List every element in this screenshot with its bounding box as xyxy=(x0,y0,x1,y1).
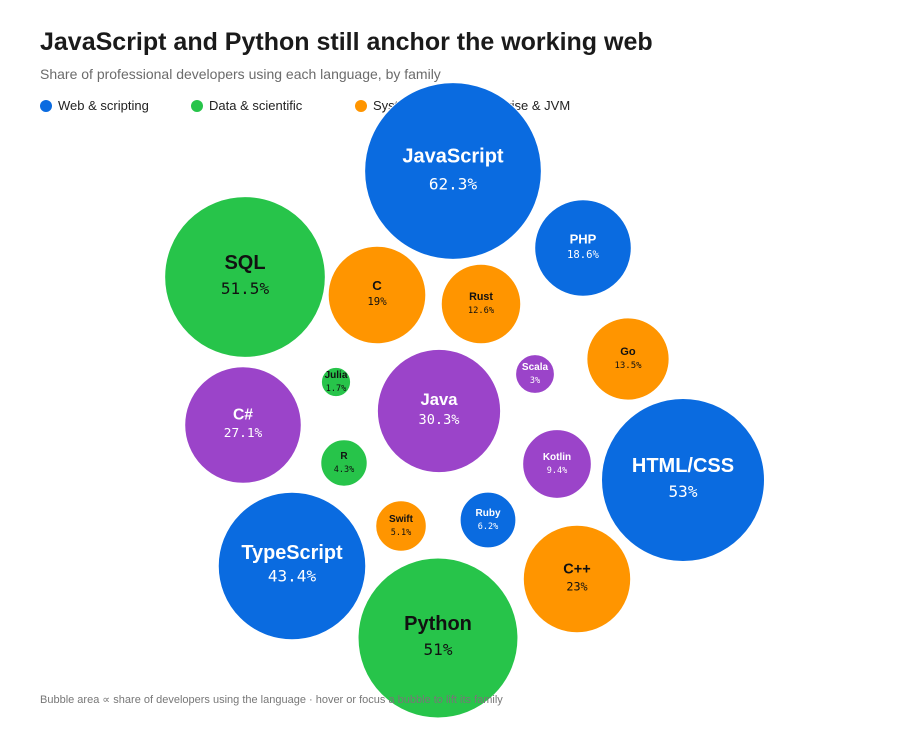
bubble-label: JavaScript xyxy=(402,145,504,167)
bubble-label: Ruby xyxy=(476,508,501,519)
bubble-value: 18.6% xyxy=(567,249,600,261)
bubble-value: 27.1% xyxy=(224,426,263,441)
legend-label: Data & scientific xyxy=(209,98,303,113)
bubble-circle[interactable] xyxy=(320,366,352,398)
bubble-circle[interactable] xyxy=(522,429,592,499)
bubble-value: 23% xyxy=(566,579,587,593)
bubble-circle[interactable] xyxy=(375,500,427,552)
bubble-circle[interactable] xyxy=(327,245,427,345)
bubble-circle[interactable] xyxy=(364,82,542,260)
bubble-value: 5.1% xyxy=(391,528,411,538)
bubble-value: 4.3% xyxy=(334,465,354,475)
bubble-circle[interactable] xyxy=(586,317,670,401)
bubble-value: 12.6% xyxy=(468,306,495,316)
bubble-csharp[interactable]: C# 27.1% xyxy=(184,366,302,484)
bubble-circle[interactable] xyxy=(601,398,765,562)
bubble-label: C# xyxy=(233,406,253,423)
bubble-label: R xyxy=(340,451,348,462)
bubble-circle[interactable] xyxy=(217,491,367,641)
bubble-label: PHP xyxy=(570,231,597,246)
bubble-label: Java xyxy=(421,390,459,409)
bubble-rust[interactable]: Rust 12.6% xyxy=(440,263,522,345)
bubble-ruby[interactable]: Ruby 6.2% xyxy=(459,491,517,549)
bubble-label: Rust xyxy=(469,291,493,303)
bubble-label: HTML/CSS xyxy=(632,455,734,477)
bubble-value: 3% xyxy=(530,376,540,386)
bubble-circle[interactable] xyxy=(522,524,632,634)
bubble-circle[interactable] xyxy=(184,366,302,484)
bubble-value: 6.2% xyxy=(478,522,498,532)
bubble-label: Python xyxy=(404,613,472,635)
bubble-sql[interactable]: SQL 51.5% xyxy=(164,196,326,358)
bubble-value: 9.4% xyxy=(547,466,567,476)
bubble-label: Scala xyxy=(522,362,549,373)
bubble-value: 13.5% xyxy=(614,361,642,371)
bubble-typescript[interactable]: TypeScript 43.4% xyxy=(217,491,367,641)
bubble-value: 51% xyxy=(424,640,453,659)
legend-swatch xyxy=(40,99,52,112)
bubble-value: 30.3% xyxy=(419,412,460,428)
bubble-circle[interactable] xyxy=(320,439,368,487)
bubble-go[interactable]: Go 13.5% xyxy=(586,317,670,401)
chart-footnote: Bubble area ∝ share of developers using … xyxy=(40,694,503,706)
bubble-value: 62.3% xyxy=(429,175,478,194)
legend-swatch xyxy=(355,99,367,112)
bubble-swift[interactable]: Swift 5.1% xyxy=(375,500,427,552)
bubble-label: TypeScript xyxy=(241,542,343,564)
bubble-kotlin[interactable]: Kotlin 9.4% xyxy=(522,429,592,499)
bubble-circle[interactable] xyxy=(534,199,632,297)
bubble-value: 43.4% xyxy=(268,566,317,585)
bubble-javascript[interactable]: JavaScript 62.3% xyxy=(364,82,542,260)
bubble-label: Go xyxy=(620,346,636,358)
bubble-r[interactable]: R 4.3% xyxy=(320,439,368,487)
bubble-html-css[interactable]: HTML/CSS 53% xyxy=(601,398,765,562)
bubble-value: 51.5% xyxy=(221,279,270,298)
bubble-php[interactable]: PHP 18.6% xyxy=(534,199,632,297)
bubble-scala[interactable]: Scala 3% xyxy=(515,354,555,394)
bubble-label: Julia xyxy=(325,370,348,381)
bubble-circle[interactable] xyxy=(459,491,517,549)
bubble-label: Swift xyxy=(389,514,414,525)
bubble-value: 19% xyxy=(367,295,387,308)
bubble-label: SQL xyxy=(224,252,265,274)
bubble-julia[interactable]: Julia 1.7% xyxy=(320,366,352,398)
bubble-cplusplus[interactable]: C++23% xyxy=(522,524,632,634)
bubble-circle[interactable] xyxy=(164,196,326,358)
legend-item-web[interactable]: Web & scripting xyxy=(40,98,149,113)
bubble-label: C++ xyxy=(563,562,590,578)
bubble-c[interactable]: C 19% xyxy=(327,245,427,345)
legend-label: Web & scripting xyxy=(58,98,149,113)
bubble-circle[interactable] xyxy=(376,348,502,474)
bubble-label: C xyxy=(372,278,382,293)
legend-item-data[interactable]: Data & scientific xyxy=(191,98,302,113)
chart-title: JavaScript and Python still anchor the w… xyxy=(40,28,653,56)
bubble-python[interactable]: Python 51% xyxy=(357,557,519,719)
bubble-circle[interactable] xyxy=(515,354,555,394)
legend-swatch xyxy=(191,99,203,112)
bubble-circle[interactable] xyxy=(357,557,519,719)
bubble-java[interactable]: Java 30.3% xyxy=(376,348,502,474)
bubble-label: Kotlin xyxy=(543,452,571,463)
bubble-value: 1.7% xyxy=(326,384,346,394)
bubble-circle[interactable] xyxy=(440,263,522,345)
chart-subtitle: Share of professional developers using e… xyxy=(40,66,441,82)
bubble-value: 53% xyxy=(669,482,698,501)
